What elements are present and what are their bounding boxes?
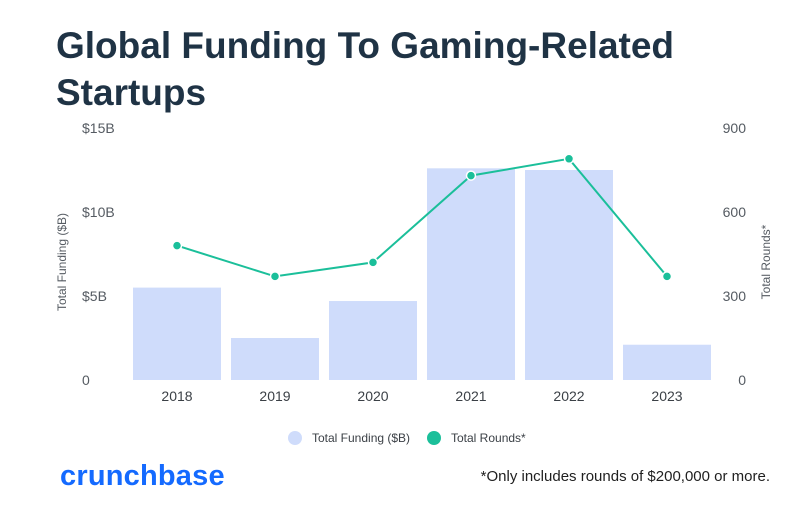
y-left-tick-label: $15B [82, 120, 115, 136]
y-left-tick-label: $5B [82, 288, 107, 304]
legend-line-swatch [427, 431, 441, 445]
y-right-tick-label: 0 [738, 372, 746, 388]
y-left-axis-label: Total Funding ($B) [55, 213, 69, 311]
rounds-point [563, 153, 575, 165]
funding-bar [329, 301, 417, 380]
x-tick-label: 2022 [553, 388, 584, 404]
x-tick-label: 2018 [161, 388, 192, 404]
y-left-tick-label: $10B [82, 204, 115, 220]
legend-label-rounds: Total Rounds* [451, 431, 526, 445]
y-right-axis-label: Total Rounds* [759, 224, 773, 299]
crunchbase-logo: crunchbase [60, 460, 225, 492]
x-tick-label: 2021 [455, 388, 486, 404]
x-tick-label: 2020 [357, 388, 388, 404]
y-right-tick-label: 600 [723, 204, 747, 220]
funding-bar [427, 168, 515, 380]
funding-bar [525, 170, 613, 380]
footnote: *Only includes rounds of $200,000 or mor… [480, 468, 770, 485]
funding-bar [133, 287, 221, 380]
chart-title: Global Funding To Gaming-Related Startup… [56, 25, 675, 113]
rounds-point [269, 271, 281, 282]
rounds-point [661, 271, 673, 282]
rounds-line [176, 157, 668, 278]
x-tick-label: 2023 [651, 388, 682, 404]
funding-bar [623, 344, 711, 380]
legend-bar-swatch [288, 431, 302, 445]
x-tick-label: 2019 [259, 388, 290, 404]
funding-bar [231, 338, 319, 380]
legend-label-funding: Total Funding ($B) [312, 431, 410, 445]
rounds-point [465, 170, 477, 181]
rounds-point [367, 257, 379, 268]
y-right-tick-label: 900 [723, 120, 747, 136]
y-left-tick-label: 0 [82, 372, 90, 388]
rounds-point [171, 240, 183, 251]
y-right-tick-label: 300 [723, 288, 747, 304]
